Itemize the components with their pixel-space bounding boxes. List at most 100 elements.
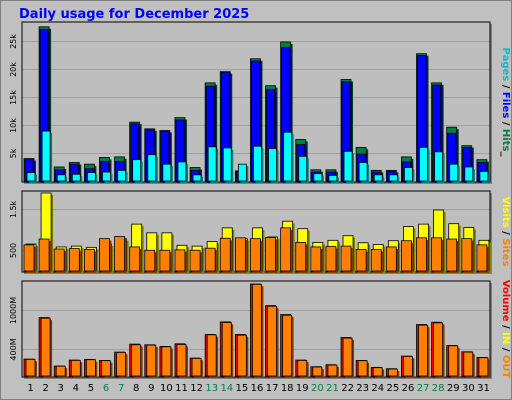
day-label: 27 <box>417 383 430 394</box>
sites-bar <box>355 249 367 272</box>
out-bar <box>70 359 81 377</box>
day-label: 7 <box>118 383 124 394</box>
pages-bar <box>343 150 353 182</box>
day-label: 31 <box>477 383 490 394</box>
day-label: 6 <box>103 383 109 394</box>
out-bar <box>448 345 459 377</box>
out-bar <box>297 359 308 377</box>
sites-bar <box>99 238 110 272</box>
sites-bar <box>68 248 80 272</box>
sites-bar <box>370 249 382 272</box>
pages-bar <box>117 169 126 182</box>
sites-bar <box>53 248 65 272</box>
visits-series-label-part: / <box>500 228 511 239</box>
out-bar <box>252 283 262 377</box>
day-label: 23 <box>356 383 369 394</box>
pages-bar <box>177 161 187 182</box>
sites-bar <box>310 246 322 272</box>
visits-ytick-label: 1.5k <box>9 200 18 218</box>
out-bar <box>25 358 36 377</box>
pages-bar <box>71 173 81 182</box>
out-bar <box>387 368 398 377</box>
pages-bar <box>358 162 368 182</box>
sites-bar <box>385 246 397 272</box>
pages-bar <box>237 163 247 182</box>
hits-series-label: Pages / Files / Hits_ <box>500 48 511 157</box>
hits-series-label-part: _ <box>500 151 511 156</box>
pages-bar <box>313 173 323 182</box>
sites-bar <box>265 236 276 272</box>
hits-ytick-label: 10k <box>9 118 18 133</box>
sites-bar <box>340 245 352 272</box>
out-bar <box>161 346 172 377</box>
sites-bar <box>83 249 95 272</box>
out-bar <box>236 334 247 377</box>
pages-bar <box>192 174 202 182</box>
volume-series-label-part: Volume <box>500 280 511 322</box>
pages-bar <box>222 147 232 182</box>
pages-bar <box>283 131 293 182</box>
sites-bar <box>189 249 201 272</box>
volume-ytick-label: 1000M <box>9 297 18 324</box>
sites-bar <box>144 249 156 272</box>
out-bar <box>191 357 202 377</box>
pages-bar <box>41 130 51 182</box>
out-bar <box>55 365 66 377</box>
out-bar <box>418 324 428 377</box>
out-bar <box>116 352 126 377</box>
sites-bar <box>159 249 171 272</box>
hits-series-label-part: / <box>500 118 511 129</box>
out-bar <box>372 367 383 377</box>
day-label: 26 <box>402 383 415 394</box>
out-bar <box>433 322 444 377</box>
pages-bar <box>373 174 383 182</box>
sites-bar <box>401 240 412 272</box>
out-bar <box>221 322 232 377</box>
day-label: 12 <box>190 383 203 394</box>
sites-bar <box>325 246 337 272</box>
sites-bar <box>114 236 125 272</box>
pages-bar <box>268 148 277 182</box>
sites-bar <box>23 244 35 272</box>
day-label: 3 <box>58 383 64 394</box>
hits-ytick-label: 25k <box>9 34 18 49</box>
pages-bar <box>434 151 444 182</box>
hits-ytick-label: 20k <box>9 62 18 77</box>
day-label: 15 <box>236 383 249 394</box>
pages-bar <box>449 163 459 182</box>
day-label: 21 <box>326 383 339 394</box>
day-label: 16 <box>251 383 264 394</box>
day-label: 17 <box>266 383 279 394</box>
day-label: 25 <box>387 383 400 394</box>
pages-bar <box>419 146 428 182</box>
pages-bar <box>102 171 111 182</box>
sites-bar <box>174 249 186 272</box>
sites-bar <box>204 247 216 272</box>
day-label: 4 <box>73 383 79 394</box>
out-bar <box>312 366 323 377</box>
sites-bar <box>129 246 141 272</box>
day-label: 11 <box>175 383 188 394</box>
sites-bar <box>234 237 246 272</box>
day-label: 5 <box>88 383 94 394</box>
sites-bar <box>476 244 488 272</box>
out-bar <box>267 305 277 377</box>
volume-series-label-part: / <box>500 322 511 333</box>
hits-ytick-label: 5k <box>9 148 18 158</box>
pages-bar <box>253 145 262 182</box>
day-label: 29 <box>447 383 460 394</box>
out-bar <box>85 359 96 377</box>
pages-bar <box>162 163 172 182</box>
day-label: 19 <box>296 383 309 394</box>
out-bar <box>327 364 338 377</box>
pages-bar <box>479 171 489 182</box>
sites-bar <box>295 241 307 272</box>
visits-series-label: Visits / Sites <box>500 197 511 267</box>
day-label: 8 <box>133 383 139 394</box>
visits-series-label-part: Sites <box>500 238 511 266</box>
pages-bar <box>207 146 217 182</box>
sites-bar <box>416 237 427 272</box>
day-label: 13 <box>205 383 218 394</box>
day-label: 30 <box>462 383 475 394</box>
volume-series-label-part: OUT <box>500 355 511 379</box>
